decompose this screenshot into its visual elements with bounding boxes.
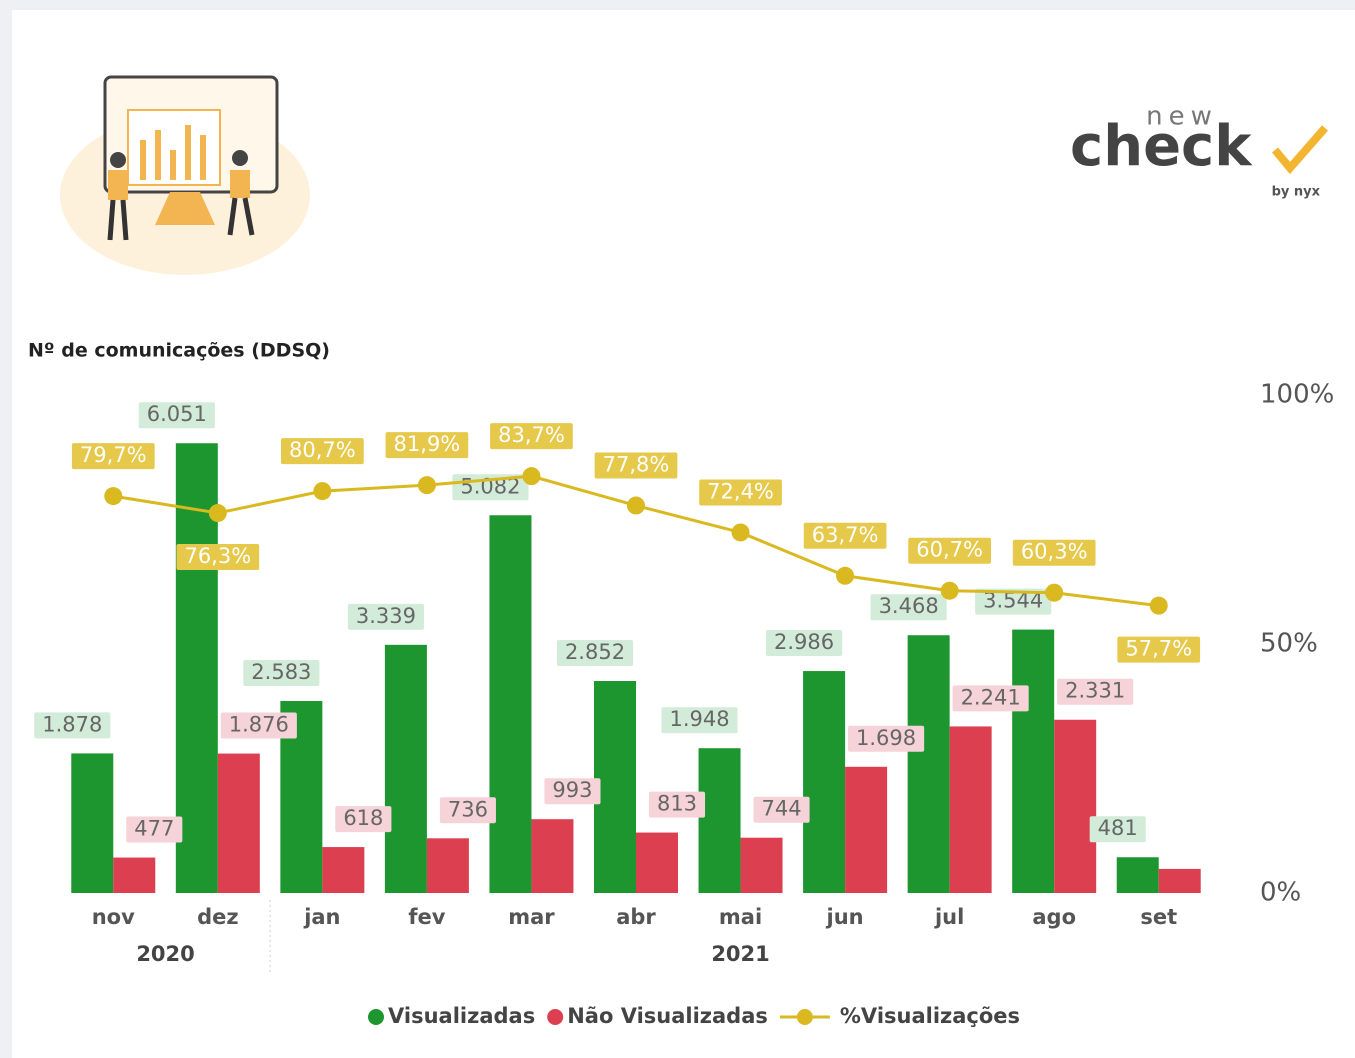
- value-label: 481: [1098, 816, 1138, 840]
- bar: [531, 819, 573, 893]
- value-label: 3.339: [356, 604, 416, 628]
- value-label: 76,3%: [184, 544, 251, 568]
- x-tick-label: mar: [508, 905, 555, 929]
- legend-label: Visualizadas: [388, 1004, 535, 1028]
- x-group-label: 2020: [136, 942, 194, 966]
- value-label: 744: [761, 797, 801, 821]
- bar: [322, 847, 364, 893]
- x-group-label: 2021: [711, 942, 769, 966]
- bar: [1159, 869, 1201, 893]
- y2-tick-label: 0%: [1260, 878, 1301, 908]
- bar: [71, 753, 113, 893]
- value-label: 2.331: [1065, 679, 1125, 703]
- bar: [803, 671, 845, 893]
- value-label: 6.051: [147, 402, 207, 426]
- x-tick-label: nov: [92, 905, 135, 929]
- bar: [489, 515, 531, 893]
- line-point: [104, 487, 122, 505]
- bar: [741, 838, 783, 893]
- legend-marker: [547, 1009, 563, 1025]
- bar: [1054, 720, 1096, 893]
- value-label: 60,3%: [1021, 540, 1088, 564]
- line-point: [836, 567, 854, 585]
- legend-marker: [368, 1009, 384, 1025]
- x-tick-label: mai: [719, 905, 762, 929]
- x-tick-label: dez: [197, 905, 239, 929]
- bar: [908, 635, 950, 893]
- bar: [845, 767, 887, 893]
- value-label: 2.241: [961, 685, 1021, 709]
- bar: [427, 838, 469, 893]
- legend-label: Não Visualizadas: [567, 1004, 768, 1028]
- x-tick-label: jan: [303, 905, 340, 929]
- x-tick-label: jul: [934, 905, 964, 929]
- value-label: 618: [343, 806, 383, 830]
- value-label: 2.583: [251, 660, 311, 684]
- bar: [218, 754, 260, 893]
- value-label: 2.852: [565, 640, 625, 664]
- bar: [1117, 857, 1159, 893]
- value-label: 83,7%: [498, 423, 565, 447]
- line-point: [627, 497, 645, 515]
- value-label: 1.948: [669, 707, 729, 731]
- x-tick-label: jun: [826, 905, 864, 929]
- value-label: 63,7%: [812, 523, 879, 547]
- bar: [950, 726, 992, 893]
- line-point: [209, 504, 227, 522]
- line-point: [313, 482, 331, 500]
- x-tick-label: abr: [616, 905, 656, 929]
- value-label: 77,8%: [603, 453, 670, 477]
- bar: [699, 748, 741, 893]
- line-point: [418, 476, 436, 494]
- x-tick-label: fev: [408, 905, 445, 929]
- value-label: 60,7%: [916, 538, 983, 562]
- bar: [636, 833, 678, 893]
- value-label: 57,7%: [1125, 637, 1192, 661]
- x-tick-label: set: [1140, 905, 1177, 929]
- value-label: 2.986: [774, 630, 834, 654]
- value-label: 736: [448, 797, 488, 821]
- line-point: [941, 582, 959, 600]
- dashboard: new check by nyx Nº de comunicações (DDS…: [0, 0, 1355, 1058]
- logo-sub: by nyx: [1272, 185, 1321, 200]
- chart-title: Nº de comunicações (DDSQ): [28, 340, 330, 362]
- bar: [113, 858, 155, 893]
- value-label: 993: [552, 778, 592, 802]
- value-label: 1.876: [229, 713, 289, 737]
- value-label: 79,7%: [80, 443, 147, 467]
- value-label: 1.698: [856, 726, 916, 750]
- value-label: 477: [134, 817, 174, 841]
- y2-tick-label: 100%: [1260, 380, 1334, 410]
- page: new check by nyx Nº de comunicações (DDS…: [0, 0, 1355, 1058]
- y2-tick-label: 50%: [1260, 629, 1318, 659]
- line-point: [522, 467, 540, 485]
- line-point: [1045, 584, 1063, 602]
- value-label: 80,7%: [289, 438, 356, 462]
- legend-marker: [797, 1009, 813, 1025]
- value-label: 3.468: [879, 594, 939, 618]
- legend-label: %Visualizações: [840, 1004, 1020, 1028]
- value-label: 81,9%: [394, 432, 461, 456]
- bar: [1012, 630, 1054, 893]
- bar: [385, 645, 427, 893]
- value-label: 1.878: [42, 712, 102, 736]
- line-point: [1150, 597, 1168, 615]
- x-tick-label: ago: [1032, 905, 1076, 929]
- value-label: 813: [657, 792, 697, 816]
- line-point: [732, 523, 750, 541]
- logo-main: check: [1070, 114, 1253, 179]
- value-label: 72,4%: [707, 479, 774, 503]
